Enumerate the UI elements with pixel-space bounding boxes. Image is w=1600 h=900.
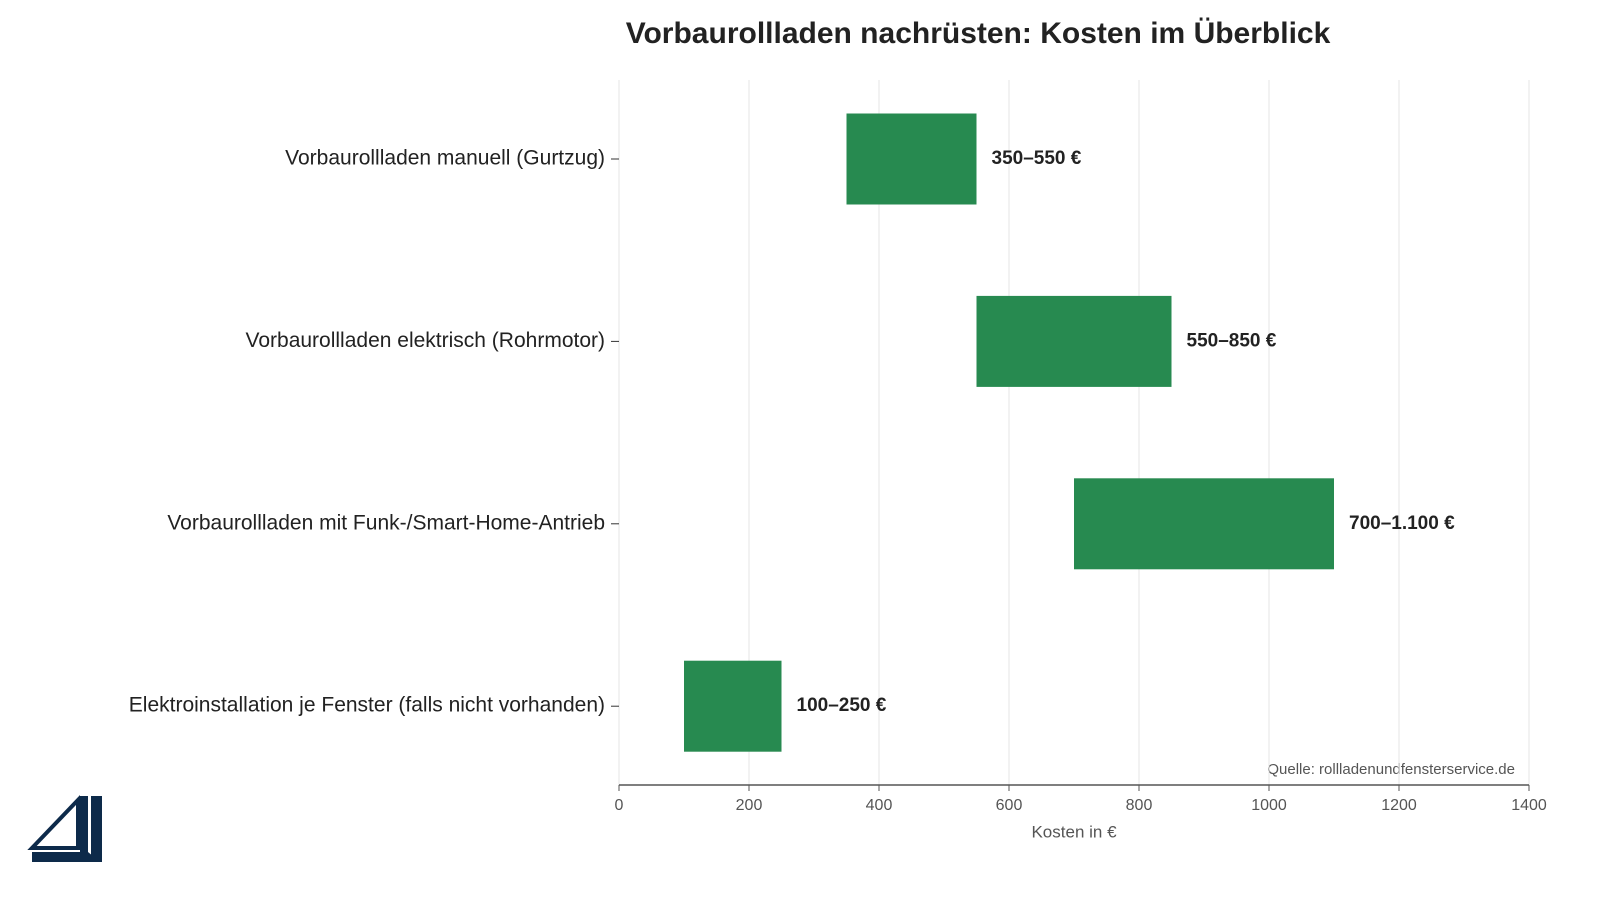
bar (976, 295, 1172, 387)
source-note: Quelle: rollladenundfensterservice.de (1267, 761, 1515, 778)
bar (1074, 478, 1334, 570)
y-tick-label: Elektroinstallation je Fenster (falls ni… (129, 694, 605, 717)
y-tick-label: Vorbaurollladen mit Funk-/Smart-Home-Ant… (167, 511, 605, 534)
bar (846, 113, 977, 205)
x-tick-label: 1000 (1251, 797, 1287, 814)
value-label: 100–250 € (797, 695, 887, 716)
x-tick-label: 600 (996, 797, 1023, 814)
y-tick-label: Vorbaurollladen elektrisch (Rohrmotor) (246, 329, 606, 352)
x-tick-label: 1200 (1381, 797, 1417, 814)
x-tick-label: 0 (615, 797, 624, 814)
value-label: 350–550 € (992, 148, 1082, 169)
bar (684, 660, 782, 752)
chart-title: Vorbaurollladen nachrüsten: Kosten im Üb… (626, 17, 1331, 50)
value-label: 700–1.100 € (1349, 513, 1455, 534)
logo (27, 795, 102, 862)
x-tick-label: 800 (1126, 797, 1153, 814)
x-tick-label: 200 (736, 797, 763, 814)
x-axis-label: Kosten in € (1031, 822, 1117, 841)
x-tick-label: 1400 (1511, 797, 1547, 814)
value-label: 550–850 € (1187, 330, 1277, 351)
x-tick-label: 400 (866, 797, 893, 814)
y-tick-label: Vorbaurollladen manuell (Gurtzug) (285, 147, 605, 170)
